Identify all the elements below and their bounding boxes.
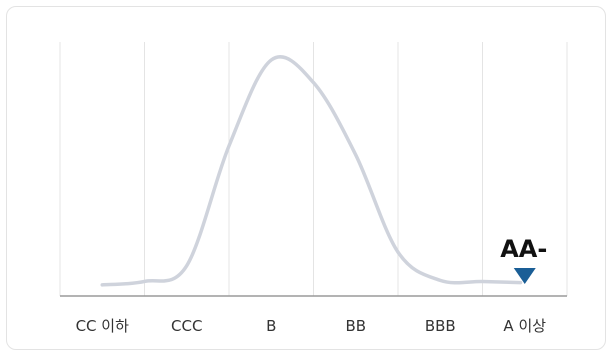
distribution-curve <box>100 55 523 287</box>
x-tick-label: CCC <box>171 317 202 335</box>
vertical-gridlines <box>59 42 568 296</box>
x-tick-label: A 이상 <box>503 317 546 335</box>
x-tick-label: B <box>266 317 276 335</box>
chart-card <box>6 6 606 350</box>
x-tick-labels: CC 이하 CCC B BB BBB A 이상 <box>76 317 547 335</box>
current-rating-marker-icon <box>513 268 536 284</box>
x-tick-label: CC 이하 <box>76 317 130 335</box>
x-tick-label: BB <box>345 317 366 335</box>
x-tick-label: BBB <box>425 317 456 335</box>
current-rating-label: AA- <box>500 235 547 263</box>
